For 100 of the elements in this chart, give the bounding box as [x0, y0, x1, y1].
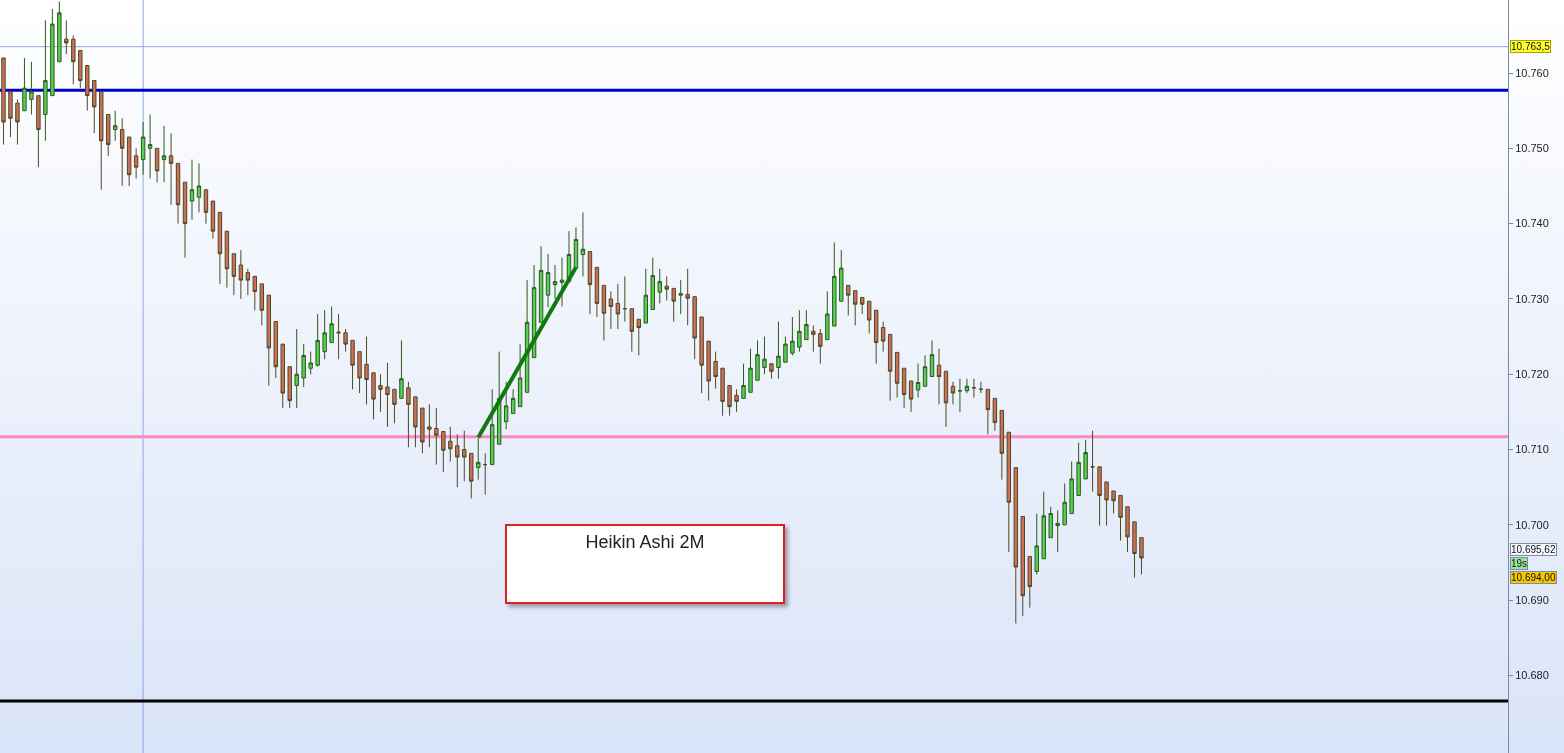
- candlestick: [545, 253, 551, 308]
- candlestick: [706, 340, 711, 402]
- candlestick: [224, 230, 230, 289]
- candlestick: [1118, 494, 1123, 542]
- candlestick: [776, 321, 781, 380]
- candlestick: [692, 296, 697, 360]
- candlestick: [636, 318, 642, 356]
- candlestick: [818, 328, 823, 365]
- candlestick: [462, 430, 467, 482]
- candlestick: [154, 147, 160, 183]
- candlestick: [643, 268, 648, 324]
- candlestick: [78, 49, 83, 89]
- candlestick: [406, 381, 411, 448]
- candlestick: [671, 287, 676, 323]
- candlestick: [357, 351, 362, 394]
- candlestick: [552, 264, 558, 300]
- candlestick: [15, 98, 20, 146]
- candlestick: [908, 380, 914, 413]
- candlestick: [769, 363, 774, 380]
- note-box: Heikin Ashi 2M: [505, 524, 785, 604]
- ref-line-label: 10.763,5: [1511, 41, 1551, 52]
- candlestick: [727, 385, 732, 417]
- candlestick: [168, 132, 174, 206]
- candlestick: [273, 321, 278, 379]
- candlestick: [678, 279, 683, 315]
- candlestick: [985, 388, 991, 435]
- candlestick: [1020, 516, 1025, 617]
- candlestick: [1132, 521, 1137, 579]
- candlestick: [1076, 442, 1081, 496]
- candlestick: [259, 283, 265, 326]
- text: 19s: [1511, 558, 1528, 569]
- candlestick: [1, 57, 6, 146]
- candlestick: [203, 189, 209, 225]
- candlestick: [664, 275, 669, 301]
- candlestick: [685, 268, 690, 326]
- candlestick: [420, 407, 425, 454]
- candlestick: [126, 136, 132, 187]
- candlestick: [950, 381, 956, 405]
- candlestick: [999, 409, 1005, 481]
- candlestick: [601, 284, 607, 341]
- candlestick: [524, 279, 530, 393]
- candlestick: [175, 162, 181, 225]
- candlestick: [196, 162, 202, 213]
- candlestick: [873, 309, 879, 365]
- candlestick: [853, 290, 858, 326]
- candlestick: [8, 91, 13, 138]
- candlestick: [64, 19, 69, 55]
- candlestick: [329, 305, 334, 344]
- candlestick: [887, 333, 893, 402]
- candlestick: [922, 354, 928, 387]
- y-tick-label: 10.710: [1515, 443, 1549, 456]
- candlestick: [238, 249, 244, 300]
- candlestick: [371, 372, 376, 420]
- candlestick: [811, 324, 816, 353]
- candlestick: [245, 268, 251, 296]
- candlestick: [112, 110, 118, 142]
- y-tick-label: 10.700: [1515, 518, 1549, 531]
- candlestick: [92, 80, 97, 134]
- candlestick: [936, 348, 942, 405]
- candlestick: [476, 437, 481, 481]
- candlestick: [140, 121, 146, 176]
- candlestick: [287, 366, 292, 409]
- candlestick: [71, 34, 76, 85]
- candlestick: [804, 309, 809, 341]
- candlestick: [385, 362, 390, 428]
- candlestick: [413, 396, 418, 448]
- candlestick: [657, 268, 662, 304]
- candlestick: [1125, 506, 1130, 553]
- candlestick: [783, 336, 788, 363]
- candlestick: [469, 452, 474, 499]
- candlestick: [839, 249, 844, 302]
- candlestick: [650, 257, 655, 310]
- candlestick: [294, 328, 299, 409]
- candlestick: [929, 339, 935, 377]
- candlestick: [252, 275, 258, 311]
- candlestick: [741, 363, 746, 399]
- candlestick: [483, 452, 488, 496]
- candlestick: [231, 253, 237, 296]
- candlestick: [22, 57, 27, 112]
- candlestick: [1027, 555, 1032, 609]
- candlestick: [587, 251, 593, 315]
- text: 10.694,00: [1511, 572, 1556, 583]
- candlestick: [510, 388, 516, 414]
- y-tick-label: 10.690: [1515, 593, 1549, 606]
- candlestick: [448, 426, 453, 463]
- candlestick: [1069, 461, 1074, 515]
- candlestick: [50, 8, 55, 97]
- candlestick: [894, 351, 900, 399]
- candlestick: [615, 283, 621, 330]
- text: 10.695,62: [1511, 544, 1556, 555]
- candlestick: [217, 211, 223, 285]
- candlestick: [1055, 510, 1060, 553]
- candlestick: [790, 316, 795, 356]
- candlestick: [392, 388, 397, 424]
- candlestick: [748, 348, 753, 393]
- candlestick: [1062, 482, 1067, 526]
- candlestick: [336, 313, 341, 360]
- candlestick: [427, 403, 432, 448]
- candlestick: [629, 308, 635, 353]
- candlestick: [350, 339, 355, 390]
